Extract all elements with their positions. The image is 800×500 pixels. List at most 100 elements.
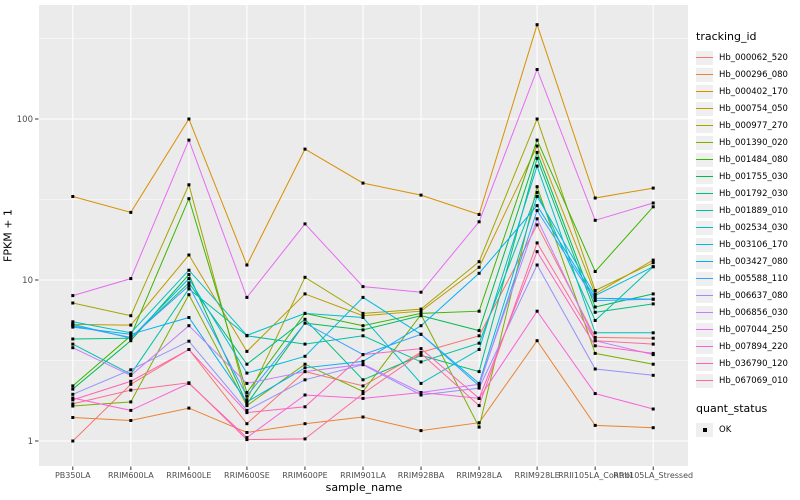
legend-item-label: Hb_036790_120 [719, 358, 788, 369]
legend-item-label: Hb_000977_270 [719, 120, 788, 131]
legend-key-line-icon [696, 152, 713, 167]
legend-key-line-icon [696, 373, 713, 388]
data-point [187, 284, 191, 288]
legend-quant-status: quant_status OK [696, 402, 800, 438]
data-point [71, 320, 75, 324]
data-point [245, 422, 249, 426]
data-point [419, 332, 423, 336]
data-point [419, 290, 423, 294]
data-point [535, 68, 539, 71]
data-point [419, 393, 423, 397]
legend-item-Hb_003106_170: Hb_003106_170 [696, 236, 800, 253]
legend-item-Hb_000296_080: Hb_000296_080 [696, 66, 800, 83]
legend-items: Hb_000062_520 Hb_000296_080 Hb_000402_170 H… [696, 49, 800, 389]
data-point [245, 381, 249, 385]
data-point [593, 218, 597, 222]
legend-item-label: Hb_001390_020 [719, 137, 788, 148]
data-point [535, 23, 539, 27]
data-point [303, 366, 307, 370]
data-point [535, 117, 539, 121]
data-point [71, 416, 75, 419]
data-point [129, 400, 133, 404]
legend-item-Hb_000062_520: Hb_000062_520 [696, 49, 800, 66]
data-point [593, 196, 597, 200]
data-point [419, 347, 423, 351]
data-point [535, 217, 539, 221]
data-point [651, 362, 655, 366]
legend-item-Hb_006637_080: Hb_006637_080 [696, 287, 800, 304]
data-point [245, 438, 249, 442]
legend-item-label: Hb_007894_220 [719, 341, 788, 352]
data-point [593, 289, 597, 292]
data-point [245, 402, 249, 406]
data-point [245, 431, 249, 434]
data-point [361, 390, 365, 393]
data-point [419, 324, 423, 328]
legend-item-label: Hb_001484_080 [719, 154, 788, 165]
data-point [477, 348, 481, 351]
data-point [535, 164, 539, 168]
data-point [593, 331, 597, 335]
data-point [477, 213, 481, 216]
data-point [187, 277, 191, 281]
data-point [71, 396, 75, 400]
legend-key-line-icon [696, 237, 713, 252]
data-point [303, 370, 307, 374]
data-point [187, 138, 191, 142]
data-point [129, 332, 133, 336]
data-point [361, 295, 365, 299]
data-point [187, 117, 191, 121]
legend-item-label: Hb_006637_080 [719, 290, 788, 301]
data-point [361, 396, 365, 400]
x-tick-label: PB350LA [55, 471, 91, 480]
data-point [245, 295, 249, 299]
x-tick-label: RRII105LA_Control [558, 471, 632, 480]
data-point [245, 411, 249, 415]
data-point [187, 268, 191, 272]
data-point [593, 392, 597, 396]
data-point [129, 374, 133, 377]
data-point [187, 197, 191, 201]
data-point [419, 353, 423, 357]
data-point [651, 342, 655, 346]
data-point [593, 335, 597, 339]
data-point [651, 205, 655, 209]
data-point [245, 394, 249, 398]
legend-title-quant-status: quant_status [696, 402, 768, 415]
data-point [535, 204, 539, 208]
data-point [361, 384, 365, 388]
data-point [129, 210, 133, 214]
legend-key-line-icon [696, 84, 713, 99]
legend-item-ok: OK [696, 421, 800, 438]
data-point [535, 150, 539, 154]
data-point [419, 381, 423, 385]
data-point [303, 437, 307, 441]
data-point [129, 277, 133, 281]
data-point [361, 415, 365, 419]
data-point [593, 270, 597, 273]
data-point [129, 314, 133, 318]
data-point [593, 296, 597, 300]
legend-key-line-icon [696, 169, 713, 184]
data-point [419, 309, 423, 313]
data-point [535, 241, 539, 245]
data-point [477, 404, 481, 408]
data-point [361, 314, 365, 318]
legend-item-Hb_001889_010: Hb_001889_010 [696, 202, 800, 219]
data-point [71, 387, 75, 391]
data-point [71, 301, 75, 305]
data-point [651, 258, 655, 262]
data-point [245, 398, 249, 402]
data-point [187, 406, 191, 410]
data-point [651, 373, 655, 377]
legend-item-Hb_001792_030: Hb_001792_030 [696, 185, 800, 202]
data-point [71, 337, 75, 341]
data-point [129, 323, 133, 327]
x-tick-label: RRIM600PE [282, 471, 328, 480]
data-point [651, 407, 655, 411]
legend-item-Hb_006856_030: Hb_006856_030 [696, 304, 800, 321]
legend-key-line-icon [696, 288, 713, 303]
data-point [303, 275, 307, 279]
data-point [651, 351, 655, 355]
data-point [477, 220, 481, 224]
